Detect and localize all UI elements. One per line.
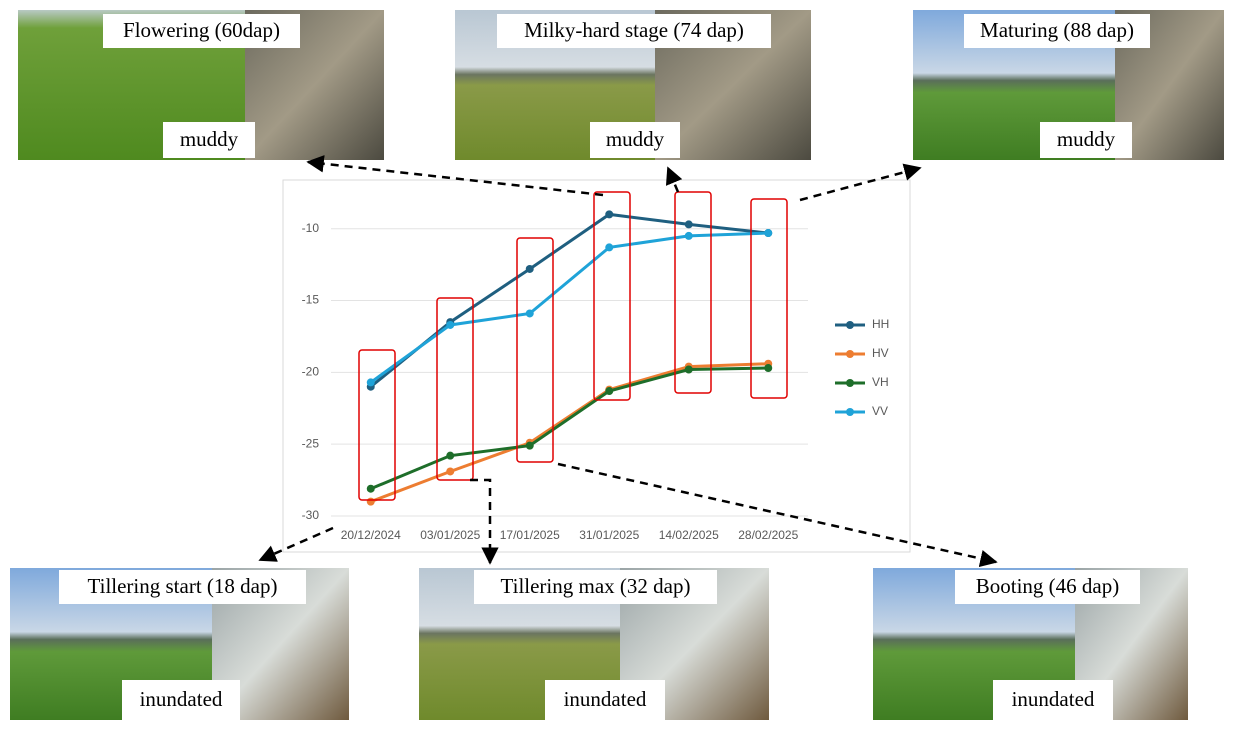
photo-panel: Booting (46 dap) inundated	[873, 568, 1188, 720]
stage-box	[516, 237, 554, 463]
photo-panel: Flowering (60dap) muddy	[18, 10, 384, 160]
stage-box	[750, 198, 788, 399]
panel-title: Tillering start (18 dap)	[88, 574, 278, 598]
chart-frame	[282, 179, 911, 553]
panel-condition: inundated	[1012, 687, 1095, 711]
y-tick-label: -10	[302, 221, 320, 235]
y-tick-label: -30	[302, 508, 320, 522]
point	[764, 229, 773, 238]
arrow	[470, 478, 499, 565]
x-tick-label: 17/01/2025	[500, 528, 560, 542]
condition-box	[122, 680, 240, 720]
point	[684, 231, 693, 240]
arrow	[799, 163, 922, 202]
condition-box	[163, 122, 255, 158]
point	[684, 220, 693, 229]
panel-title: Milky-hard stage (74 dap)	[524, 18, 744, 42]
stage-box	[593, 191, 631, 401]
legend-label: HH	[872, 317, 889, 331]
photo-panel: Milky-hard stage (74 dap) muddy	[455, 10, 811, 160]
panel-condition: muddy	[1057, 127, 1116, 151]
y-tick-label: -25	[302, 436, 320, 450]
condition-box	[545, 680, 665, 720]
point	[446, 451, 455, 460]
photo-panel: Tillering max (32 dap) inundated	[419, 568, 769, 720]
point	[446, 320, 455, 329]
point	[764, 364, 773, 373]
legend-label: VV	[872, 404, 888, 418]
condition-box	[590, 122, 680, 158]
y-tick-label: -20	[302, 365, 320, 379]
point	[605, 243, 614, 252]
x-tick-label: 14/02/2025	[659, 528, 719, 542]
x-tick-label: 31/01/2025	[579, 528, 639, 542]
panel-title: Booting (46 dap)	[976, 574, 1119, 598]
legend-marker	[846, 408, 854, 416]
panel-condition: muddy	[180, 127, 239, 151]
legend-marker	[846, 321, 854, 329]
point	[684, 365, 693, 374]
title-box	[955, 570, 1140, 604]
panel-title: Flowering (60dap)	[123, 18, 280, 42]
arrows	[258, 155, 998, 568]
panel-title: Maturing (88 dap)	[980, 18, 1134, 42]
y-tick-label: -15	[302, 293, 320, 307]
title-box	[103, 14, 300, 48]
stage-box	[436, 297, 474, 481]
arrow	[306, 155, 604, 197]
point	[446, 467, 455, 476]
x-tick-label: 03/01/2025	[420, 528, 480, 542]
panel-title: Tillering max (32 dap)	[501, 574, 691, 598]
arrow	[557, 462, 998, 568]
point	[525, 441, 534, 450]
legend-label: HV	[872, 346, 889, 360]
panel-condition: inundated	[564, 687, 647, 711]
title-box	[59, 570, 306, 604]
point	[525, 309, 534, 318]
legend-marker	[846, 379, 854, 387]
stage-box	[358, 349, 396, 501]
title-box	[497, 14, 771, 48]
point	[366, 484, 375, 493]
point	[366, 497, 375, 506]
title-box	[474, 570, 717, 604]
legend-label: VH	[872, 375, 889, 389]
photo-panel: Maturing (88 dap) muddy	[913, 10, 1224, 160]
legend-marker	[846, 350, 854, 358]
point	[366, 378, 375, 387]
condition-box	[1040, 122, 1132, 158]
point	[605, 387, 614, 396]
condition-box	[993, 680, 1113, 720]
panel-condition: muddy	[606, 127, 665, 151]
panel-condition: inundated	[140, 687, 223, 711]
arrow	[665, 166, 683, 193]
photo-panel: Tillering start (18 dap) inundated	[10, 568, 349, 720]
stage-box	[674, 191, 712, 394]
point	[605, 210, 614, 219]
title-box	[964, 14, 1150, 48]
stage-boxes	[358, 191, 788, 501]
point	[525, 264, 534, 273]
x-tick-label: 28/02/2025	[738, 528, 798, 542]
x-tick-label: 20/12/2024	[341, 528, 401, 542]
